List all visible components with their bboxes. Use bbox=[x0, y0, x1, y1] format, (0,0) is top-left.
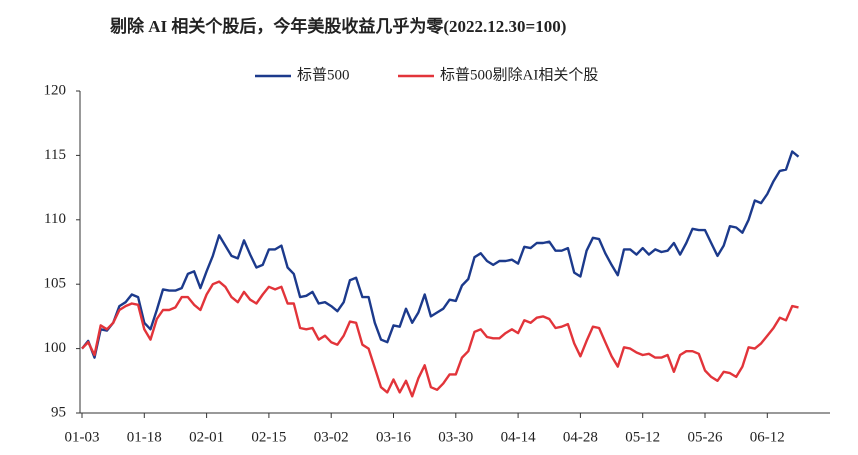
y-tick-label: 120 bbox=[44, 82, 67, 98]
legend-label: 标普500剔除AI相关个股 bbox=[440, 66, 598, 83]
x-tick-label: 03-02 bbox=[314, 429, 349, 445]
x-tick-label: 04-14 bbox=[501, 429, 536, 445]
x-tick-label: 01-18 bbox=[127, 429, 162, 445]
x-tick-label: 03-16 bbox=[376, 429, 411, 445]
chart-title: 剔除 AI 相关个股后，今年美股收益几乎为零(2022.12.30=100) bbox=[109, 16, 566, 36]
series-line bbox=[81, 150, 800, 359]
y-tick-label: 110 bbox=[44, 211, 66, 227]
x-tick-label: 04-28 bbox=[563, 429, 598, 445]
x-tick-label: 05-12 bbox=[625, 429, 660, 445]
x-tick-label: 02-01 bbox=[189, 429, 224, 445]
x-tick-label: 03-30 bbox=[438, 429, 473, 445]
y-tick-label: 115 bbox=[44, 147, 66, 163]
series-line bbox=[81, 280, 799, 398]
legend-label: 标普500 bbox=[297, 66, 350, 83]
y-tick-label: 100 bbox=[44, 340, 67, 356]
x-tick-label: 02-15 bbox=[251, 429, 286, 445]
x-tick-label: 06-12 bbox=[750, 429, 785, 445]
x-tick-label: 05-26 bbox=[688, 429, 723, 445]
x-tick-label: 01-03 bbox=[65, 429, 100, 445]
y-tick-label: 95 bbox=[51, 404, 66, 420]
y-tick-label: 105 bbox=[44, 276, 67, 292]
